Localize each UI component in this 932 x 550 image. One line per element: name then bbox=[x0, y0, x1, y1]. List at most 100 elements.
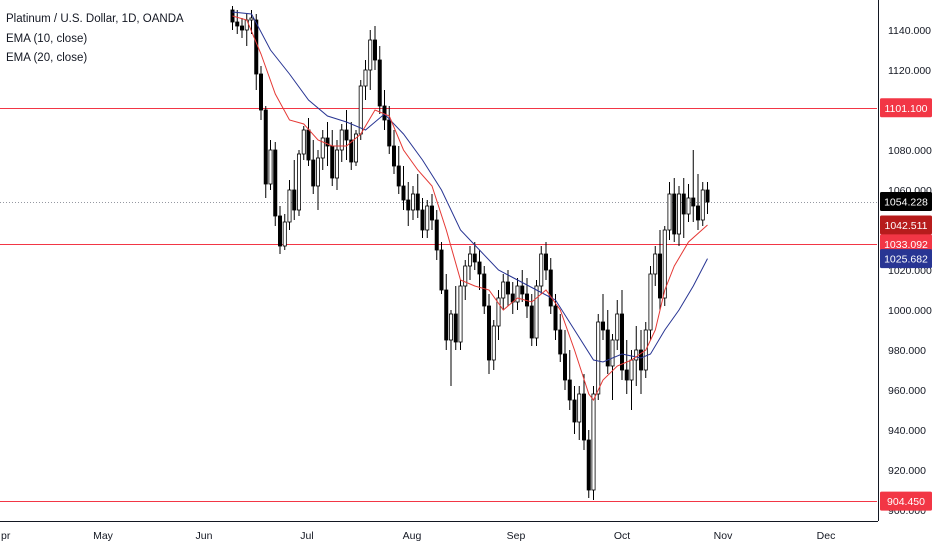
candle-body-up bbox=[334, 149, 339, 179]
candle-body-up bbox=[596, 321, 601, 395]
candles bbox=[230, 6, 710, 500]
price-label-bg bbox=[880, 234, 932, 254]
candle-body-up bbox=[448, 313, 453, 341]
y-tick-label: 980.000 bbox=[888, 345, 926, 357]
y-tick-label: 1080.000 bbox=[888, 145, 932, 157]
x-tick-label: Jul bbox=[300, 530, 313, 542]
candle-body-down bbox=[658, 253, 663, 299]
candle bbox=[453, 286, 458, 350]
candle bbox=[463, 260, 468, 300]
candle-body-down bbox=[434, 219, 439, 251]
candle-body-down bbox=[572, 399, 577, 423]
candle bbox=[415, 174, 420, 218]
price-label-bg bbox=[880, 192, 932, 212]
candle-body-up bbox=[339, 129, 344, 151]
legend-ema10[interactable]: EMA (10, close) bbox=[6, 32, 88, 45]
candle-body-down bbox=[330, 145, 335, 179]
candle-body-down bbox=[349, 139, 354, 163]
candle bbox=[667, 182, 672, 240]
candle bbox=[429, 194, 434, 230]
candle-body-down bbox=[391, 145, 396, 167]
candle-body-down bbox=[544, 253, 549, 271]
candle bbox=[472, 242, 477, 270]
candle bbox=[406, 182, 411, 226]
candle-body-down bbox=[453, 313, 458, 343]
price-label-ema10: 1042.511 bbox=[880, 215, 932, 235]
candle bbox=[544, 242, 549, 280]
legend-ema20[interactable]: EMA (20, close) bbox=[6, 52, 88, 64]
candle-body-up bbox=[463, 265, 468, 287]
candle bbox=[548, 258, 553, 314]
candle bbox=[382, 90, 387, 130]
candle-body-up bbox=[368, 39, 373, 71]
price-label-text: 1025.682 bbox=[884, 254, 928, 266]
candle-body-up bbox=[268, 149, 273, 185]
candle-body-up bbox=[491, 325, 496, 361]
candle-body-up bbox=[534, 285, 539, 339]
candle-body-up bbox=[496, 297, 501, 327]
candle-body-up bbox=[353, 133, 358, 163]
candle-body-up bbox=[615, 313, 620, 341]
chart-legend: Platinum / U.S. Dollar, 1D, OANDA EMA (1… bbox=[6, 10, 184, 69]
candle bbox=[572, 386, 577, 434]
price-label-text: 1054.228 bbox=[884, 197, 928, 209]
y-tick-label: 1140.000 bbox=[888, 25, 931, 37]
candle bbox=[486, 294, 491, 374]
candle bbox=[691, 150, 696, 222]
candle bbox=[520, 270, 525, 302]
y-tick-label: 960.000 bbox=[888, 385, 926, 397]
candle bbox=[653, 246, 658, 286]
candle-body-down bbox=[624, 369, 629, 381]
candle bbox=[601, 294, 606, 340]
candle bbox=[434, 210, 439, 260]
candle-body-up bbox=[591, 393, 596, 491]
y-tick-label: 940.000 bbox=[888, 425, 926, 437]
candle bbox=[567, 350, 572, 410]
candle bbox=[458, 280, 463, 350]
candle bbox=[705, 182, 710, 214]
candle bbox=[510, 282, 515, 314]
candle-body-up bbox=[648, 273, 653, 331]
candle bbox=[558, 314, 563, 362]
candle-body-down bbox=[406, 199, 411, 211]
candle bbox=[372, 26, 377, 70]
candle bbox=[563, 330, 568, 390]
candle bbox=[586, 430, 591, 498]
legend-symbol[interactable]: Platinum / U.S. Dollar, 1D, OANDA bbox=[6, 13, 184, 25]
candle-body-up bbox=[686, 197, 691, 215]
price-label-text: 1033.092 bbox=[884, 239, 928, 251]
x-tick-label: Dec bbox=[817, 530, 836, 542]
candle-body-up bbox=[249, 17, 254, 21]
candle-body-down bbox=[396, 165, 401, 187]
candle bbox=[425, 200, 430, 238]
candle-body-down bbox=[401, 185, 406, 201]
price-label-text: 1101.100 bbox=[884, 103, 927, 115]
candle-body-down bbox=[415, 193, 420, 211]
candle bbox=[639, 330, 644, 394]
candle-body-up bbox=[667, 193, 672, 231]
candle-body-up bbox=[287, 189, 292, 223]
candle-body-up bbox=[501, 281, 506, 299]
candle bbox=[448, 310, 453, 386]
candle-body-down bbox=[548, 269, 553, 307]
price-label-bg bbox=[880, 249, 932, 269]
candle-body-down bbox=[672, 193, 677, 235]
candle-body-up bbox=[425, 205, 430, 231]
candle bbox=[582, 374, 587, 450]
ema20-line bbox=[232, 11, 708, 363]
candle bbox=[344, 110, 349, 160]
candle bbox=[515, 278, 520, 310]
candle-body-up bbox=[363, 69, 368, 87]
candle bbox=[311, 140, 316, 194]
candle bbox=[677, 186, 682, 246]
candle bbox=[648, 266, 653, 340]
candle-body-down bbox=[239, 25, 244, 31]
candle-body-down bbox=[582, 393, 587, 441]
candle bbox=[277, 206, 282, 254]
x-tick-label: pr bbox=[1, 530, 11, 542]
candle bbox=[591, 386, 596, 500]
candle-body-up bbox=[577, 393, 582, 423]
candle bbox=[467, 246, 472, 280]
price-label-text: 904.450 bbox=[887, 496, 925, 508]
